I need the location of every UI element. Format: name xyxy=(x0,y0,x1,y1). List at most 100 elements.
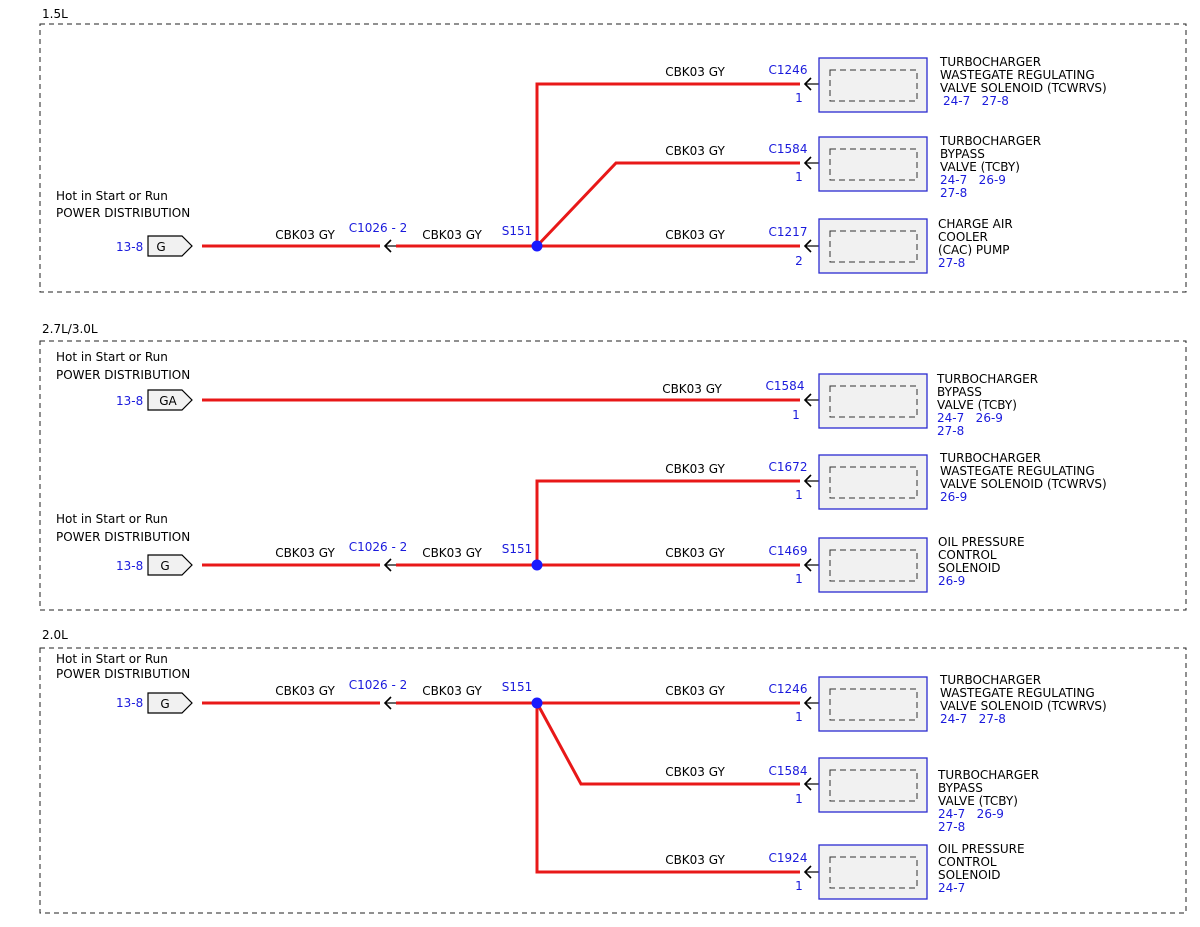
component-tcby[interactable] xyxy=(818,757,928,813)
pin-arrow xyxy=(803,77,819,91)
component-name: SOLENOID xyxy=(938,561,1001,575)
page-ref[interactable]: 24-7 26-9 xyxy=(938,807,1004,821)
source-subtitle: POWER DISTRIBUTION xyxy=(56,530,190,544)
component-tcwrvs[interactable] xyxy=(818,676,928,732)
wire-label: CBK03 GY xyxy=(665,65,725,79)
page-ref[interactable]: 24-7 27-8 xyxy=(943,94,1009,108)
page-ref[interactable]: 24-7 26-9 xyxy=(937,411,1003,425)
wire-label: CBK03 GY xyxy=(422,228,482,242)
page-ref[interactable]: 27-8 xyxy=(938,256,965,270)
wire-branch-1 xyxy=(535,479,800,565)
connector-label[interactable]: C1246 xyxy=(769,682,808,696)
connector-label[interactable]: C1246 xyxy=(769,63,808,77)
component-name: TURBOCHARGER xyxy=(939,134,1041,148)
connector-label[interactable]: C1584 xyxy=(769,764,808,778)
source-connector: G xyxy=(147,235,193,257)
component-name: BYPASS xyxy=(940,147,985,161)
inline-connector-label[interactable]: C1026 - 2 xyxy=(349,221,408,235)
inline-connector-label[interactable]: C1026 - 2 xyxy=(349,678,408,692)
source-connector-label: GA xyxy=(159,394,177,408)
wire-label: CBK03 GY xyxy=(665,462,725,476)
inline-connector[interactable] xyxy=(383,239,396,253)
pin-arrow xyxy=(803,696,819,710)
page-ref[interactable]: 27-8 xyxy=(937,424,964,438)
pin-arrow xyxy=(803,865,819,879)
component-name: SOLENOID xyxy=(938,868,1001,882)
section-label: 1.5L xyxy=(42,7,68,21)
component-tcby[interactable] xyxy=(818,136,928,192)
inline-connector[interactable] xyxy=(383,696,396,710)
component-name: TURBOCHARGER xyxy=(939,451,1041,465)
component-name: WASTEGATE REGULATING xyxy=(940,464,1095,478)
source-title: Hot in Start or Run xyxy=(56,350,168,364)
component-name: VALVE SOLENOID (TCWRVS) xyxy=(940,477,1107,491)
pin-number: 1 xyxy=(795,879,803,893)
pin-number: 1 xyxy=(795,710,803,724)
wire-branch-2 xyxy=(535,161,800,248)
splice-label[interactable]: S151 xyxy=(502,224,533,238)
wire-label: CBK03 GY xyxy=(665,546,725,560)
section-border xyxy=(39,647,1187,914)
component-name: TURBOCHARGER xyxy=(936,372,1038,386)
source-connector: G xyxy=(147,554,193,576)
component-name: TURBOCHARGER xyxy=(939,673,1041,687)
pin-number: 1 xyxy=(795,488,803,502)
source-subtitle: POWER DISTRIBUTION xyxy=(56,667,190,681)
connector-label[interactable]: C1672 xyxy=(769,460,808,474)
splice-label[interactable]: S151 xyxy=(502,680,533,694)
section-border xyxy=(39,340,1187,611)
wire-label: CBK03 GY xyxy=(665,765,725,779)
component-name: OIL PRESSURE xyxy=(938,842,1025,856)
pin-arrow xyxy=(803,474,819,488)
component-oil-pressure-solenoid[interactable] xyxy=(818,537,928,593)
pin-number: 1 xyxy=(795,170,803,184)
component-name: WASTEGATE REGULATING xyxy=(940,686,1095,700)
component-tcwrvs[interactable] xyxy=(818,57,928,113)
connector-label[interactable]: C1584 xyxy=(766,379,805,393)
source-page-ref[interactable]: 13-8 xyxy=(116,696,143,710)
page-ref[interactable]: 27-8 xyxy=(938,820,965,834)
component-name: VALVE (TCBY) xyxy=(940,160,1020,174)
inline-connector-label[interactable]: C1026 - 2 xyxy=(349,540,408,554)
component-tcwrvs[interactable] xyxy=(818,454,928,510)
connector-label[interactable]: C1469 xyxy=(769,544,808,558)
wire-label: CBK03 GY xyxy=(422,684,482,698)
wire-label: CBK03 GY xyxy=(665,853,725,867)
source-page-ref[interactable]: 13-8 xyxy=(116,559,143,573)
connector-label[interactable]: C1924 xyxy=(769,851,808,865)
pin-arrow xyxy=(803,156,819,170)
pin-number: 2 xyxy=(795,254,803,268)
page-ref[interactable]: 26-9 xyxy=(940,490,967,504)
page-ref[interactable]: 24-7 xyxy=(938,881,965,895)
component-name: COOLER xyxy=(938,230,988,244)
wire-label: CBK03 GY xyxy=(275,228,335,242)
source-subtitle: POWER DISTRIBUTION xyxy=(56,206,190,220)
connector-label[interactable]: C1584 xyxy=(769,142,808,156)
source-page-ref[interactable]: 13-8 xyxy=(116,394,143,408)
component-name: BYPASS xyxy=(938,781,983,795)
component-oil-pressure-solenoid[interactable] xyxy=(818,844,928,900)
wire-label: CBK03 GY xyxy=(275,684,335,698)
wire-label: CBK03 GY xyxy=(665,144,725,158)
pin-number: 1 xyxy=(795,572,803,586)
component-name: CONTROL xyxy=(938,855,997,869)
connector-label[interactable]: C1217 xyxy=(769,225,808,239)
page-ref[interactable]: 26-9 xyxy=(938,574,965,588)
wire-label: CBK03 GY xyxy=(665,228,725,242)
page-ref[interactable]: 24-7 27-8 xyxy=(940,712,1006,726)
component-cac-pump[interactable] xyxy=(818,218,928,274)
source-page-ref[interactable]: 13-8 xyxy=(116,240,143,254)
source-connector-label: G xyxy=(156,240,165,254)
component-tcby[interactable] xyxy=(818,373,928,429)
section-label: 2.7L/3.0L xyxy=(42,322,98,336)
splice-label[interactable]: S151 xyxy=(502,542,533,556)
splice-point[interactable] xyxy=(531,697,543,709)
page-ref[interactable]: 24-7 26-9 xyxy=(940,173,1006,187)
section-border xyxy=(39,23,1187,293)
source-title: Hot in Start or Run xyxy=(56,189,168,203)
component-name: WASTEGATE REGULATING xyxy=(940,68,1095,82)
splice-point[interactable] xyxy=(531,559,543,571)
splice-point[interactable] xyxy=(531,240,543,252)
page-ref[interactable]: 27-8 xyxy=(940,186,967,200)
inline-connector[interactable] xyxy=(383,558,396,572)
